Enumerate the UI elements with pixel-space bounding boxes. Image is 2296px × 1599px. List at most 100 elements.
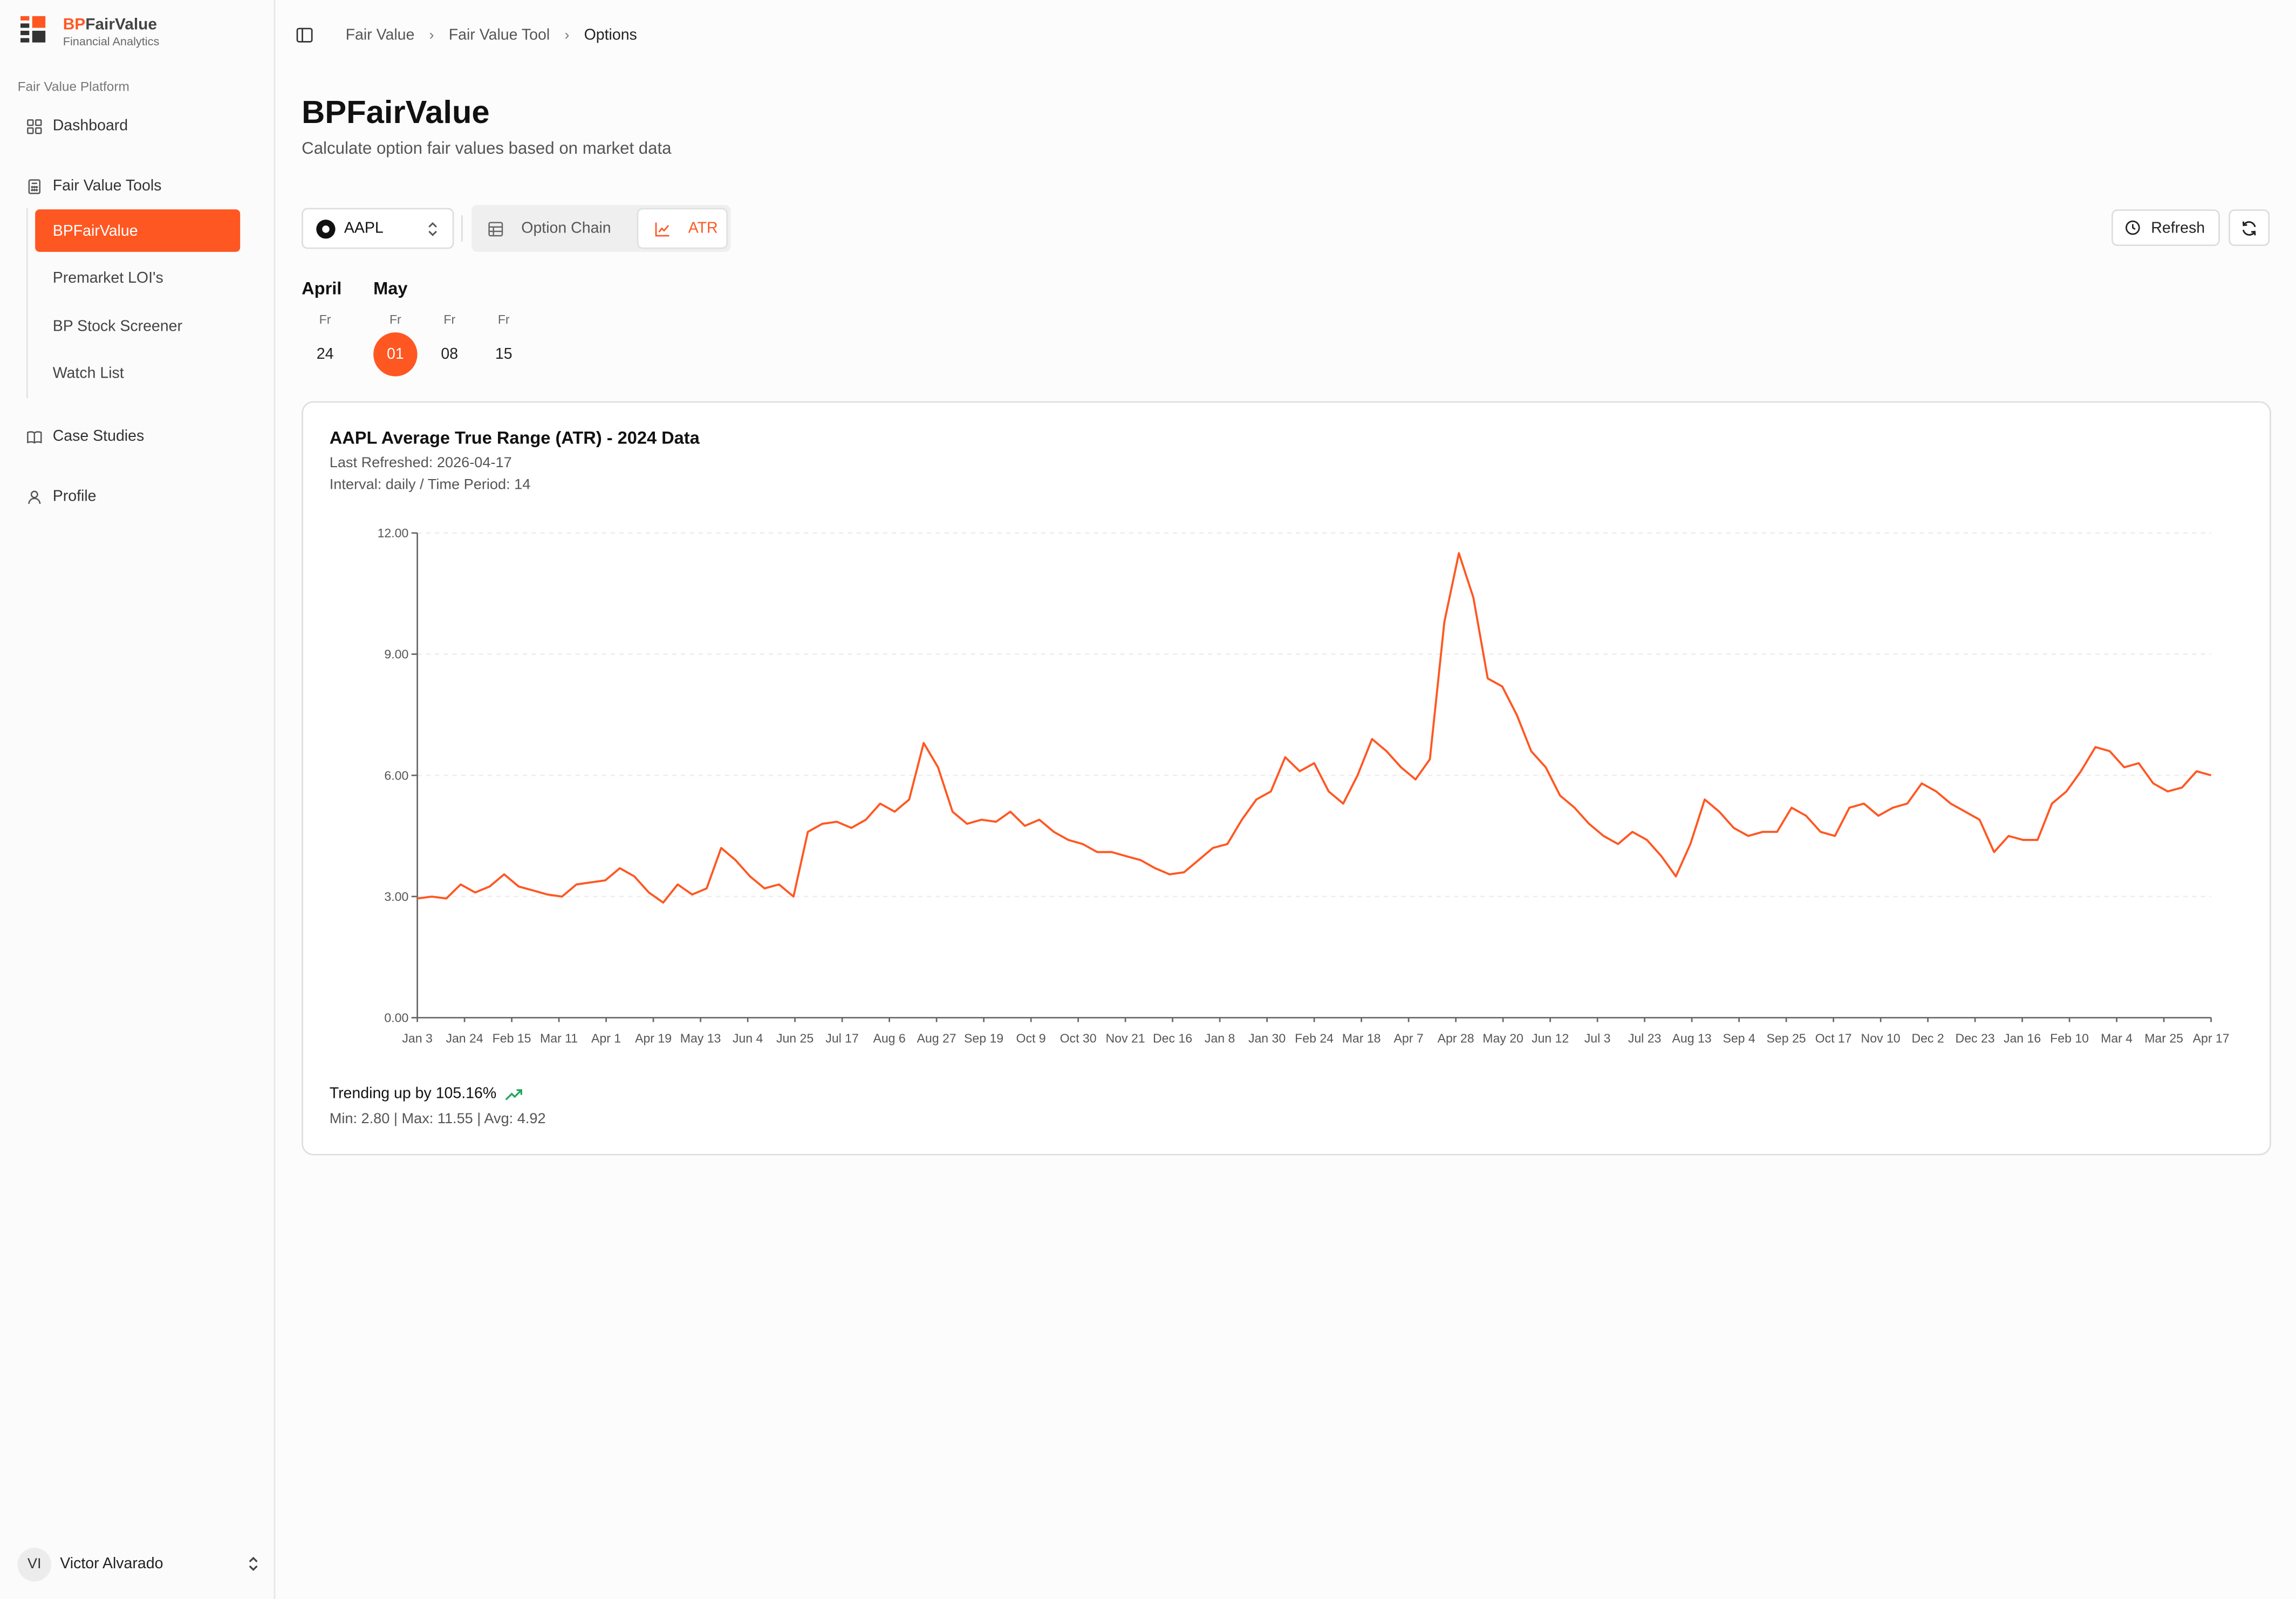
sidebar-item-bpfairvalue[interactable]: BPFairValue — [35, 209, 241, 252]
sidebar-item-dashboard[interactable]: Dashboard — [26, 117, 128, 135]
grid-icon — [27, 118, 42, 134]
x-tick-label: Apr 19 — [635, 1031, 672, 1046]
user-menu[interactable]: VI Victor Alvarado — [17, 1546, 261, 1581]
x-tick-label: Apr 17 — [2193, 1031, 2230, 1046]
sidebar-item-stock-screener[interactable]: BP Stock Screener — [52, 317, 183, 335]
platform-label: Fair Value Platform — [17, 79, 129, 94]
x-tick-label: Jan 3 — [402, 1031, 432, 1046]
topbar: Fair Value › Fair Value Tool › Options — [296, 22, 637, 49]
expiry-date-08[interactable]: 08 — [441, 345, 459, 364]
sidebar: BPFairValue Financial Analytics Fair Val… — [0, 0, 276, 1599]
user-name: Victor Alvarado — [60, 1555, 163, 1573]
x-tick-label: Jan 16 — [2004, 1031, 2041, 1046]
clock-icon — [2126, 220, 2140, 235]
refresh-label: Refresh — [2151, 218, 2205, 237]
divider — [461, 215, 463, 242]
sidebar-group-fair-value-tools[interactable]: Fair Value Tools — [26, 177, 162, 195]
x-tick-label: Nov 10 — [1861, 1031, 1901, 1046]
reload-button[interactable] — [2229, 209, 2270, 247]
x-tick-label: May 13 — [680, 1031, 721, 1046]
x-tick-label: Jan 8 — [1205, 1031, 1235, 1046]
weekday-label: Fr — [389, 312, 401, 327]
x-tick-label: Mar 4 — [2101, 1031, 2133, 1046]
trend-summary: Trending up by 105.16% — [330, 1085, 523, 1103]
interval-info: Interval: daily / Time Period: 14 — [329, 477, 531, 494]
expiry-date-24[interactable]: 24 — [316, 345, 334, 364]
trend-text: Trending up by 105.16% — [329, 1085, 497, 1103]
x-tick-label: Nov 21 — [1106, 1031, 1145, 1046]
avatar: VI — [17, 1547, 52, 1581]
brand[interactable]: BPFairValue Financial Analytics — [20, 16, 159, 50]
tab-label: ATR — [688, 220, 718, 237]
atr-line-chart: 0.00 3.00 6.00 9.00 12.00 Jan 3 Jan 24 Feb 15 Ma… — [378, 526, 2230, 1046]
chevron-right-icon: › — [429, 27, 434, 44]
x-tick-label: Aug 27 — [917, 1031, 956, 1046]
brand-subtitle: Financial Analytics — [63, 35, 160, 49]
x-tick-label: Apr 28 — [1438, 1031, 1474, 1046]
x-tick-label: Sep 4 — [1723, 1031, 1755, 1046]
submenu-guide-line — [26, 208, 28, 399]
x-tick-label: Dec 2 — [1911, 1031, 1944, 1046]
y-tick-label: 12.00 — [378, 526, 409, 540]
x-tick-label: Mar 25 — [2144, 1031, 2183, 1046]
sidebar-item-premarket-lois[interactable]: Premarket LOI's — [52, 269, 163, 286]
y-tick-label: 6.00 — [384, 768, 408, 782]
calculator-icon — [28, 179, 40, 194]
weekday-label: Fr — [497, 312, 510, 327]
x-tick-label: Apr 7 — [1394, 1031, 1424, 1046]
x-tick-label: Jul 23 — [1628, 1031, 1662, 1046]
sidebar-item-label: Dashboard — [52, 117, 128, 135]
trending-up-icon — [505, 1088, 523, 1100]
chart-title: AAPL Average True Range (ATR) - 2024 Dat… — [329, 427, 700, 448]
breadcrumb-fair-value-tool[interactable]: Fair Value Tool — [448, 26, 550, 44]
sidebar-item-profile[interactable]: Profile — [26, 488, 97, 505]
x-tick-label: Jan 24 — [446, 1031, 483, 1046]
sidebar-item-label: Profile — [52, 487, 97, 505]
brand-logo-icon — [20, 16, 46, 44]
ticker-select[interactable]: AAPL — [302, 208, 454, 249]
y-tick-label: 3.00 — [384, 890, 408, 904]
month-label-april: April — [302, 278, 342, 299]
tab-label: Option Chain — [521, 220, 611, 237]
x-tick-label: Jun 25 — [776, 1031, 814, 1046]
x-tick-label: Oct 9 — [1016, 1031, 1046, 1046]
y-tick-label: 0.00 — [384, 1011, 408, 1025]
x-tick-label: Jul 17 — [825, 1031, 859, 1046]
tab-option-chain[interactable]: Option Chain — [472, 208, 633, 249]
x-tick-label: Oct 17 — [1815, 1031, 1852, 1046]
x-tick-label: Jun 12 — [1532, 1031, 1569, 1046]
x-tick-label: Feb 10 — [2050, 1031, 2089, 1046]
refresh-button[interactable]: Refresh — [2112, 209, 2220, 247]
x-tick-label: Jan 30 — [1248, 1031, 1286, 1046]
expiry-date-15[interactable]: 15 — [495, 345, 512, 364]
x-tick-label: May 20 — [1482, 1031, 1523, 1046]
atr-series-line — [417, 552, 2212, 904]
x-tick-label: Oct 30 — [1060, 1031, 1097, 1046]
y-tick-label: 9.00 — [384, 647, 408, 661]
x-tick-label: Sep 19 — [964, 1031, 1003, 1046]
x-tick-label: Dec 23 — [1956, 1031, 1995, 1046]
weekday-label: Fr — [319, 312, 331, 327]
chevron-right-icon: › — [564, 27, 570, 44]
view-tabs: Option Chain ATR — [472, 205, 731, 252]
sidebar-toggle-icon[interactable] — [296, 26, 313, 44]
x-tick-label: Apr 1 — [591, 1031, 621, 1046]
page-title: BPFairValue — [302, 93, 490, 131]
sidebar-item-watch-list[interactable]: Watch List — [52, 364, 124, 382]
tab-atr[interactable]: ATR — [637, 208, 728, 249]
x-tick-label: Aug 6 — [873, 1031, 905, 1046]
apple-logo-icon — [316, 218, 336, 238]
x-tick-label: Mar 11 — [540, 1031, 578, 1046]
main-content: Fair Value › Fair Value Tool › Options B… — [277, 0, 2296, 1599]
chevron-up-down-icon — [428, 222, 437, 236]
month-label-may: May — [373, 278, 408, 299]
x-tick-label: Feb 24 — [1295, 1031, 1334, 1046]
breadcrumb-options: Options — [584, 26, 637, 44]
breadcrumb-fair-value[interactable]: Fair Value — [345, 26, 415, 44]
user-icon — [28, 490, 41, 503]
page-description: Calculate option fair values based on ma… — [302, 140, 672, 159]
sidebar-item-case-studies[interactable]: Case Studies — [26, 428, 144, 445]
expiry-date-01[interactable]: 01 — [373, 332, 418, 377]
x-tick-label: Mar 18 — [1342, 1031, 1381, 1046]
atr-chart-card: AAPL Average True Range (ATR) - 2024 Dat… — [302, 401, 2271, 1156]
